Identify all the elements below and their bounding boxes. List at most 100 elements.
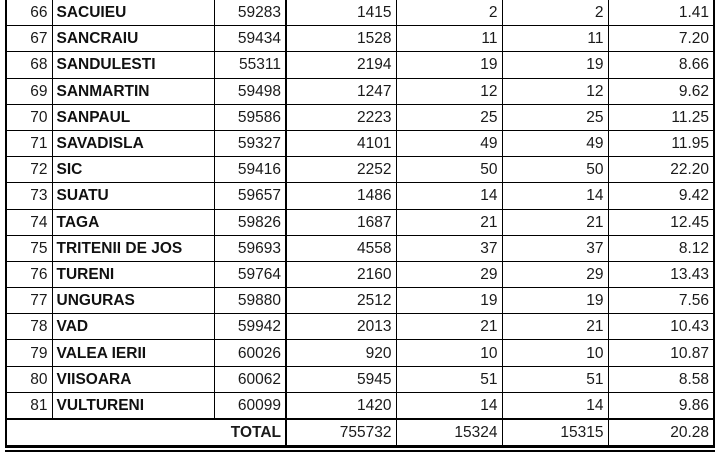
municipality-name: VIISOARA	[51, 365, 215, 393]
row-number: 79	[5, 339, 53, 367]
municipality-name: SAVADISLA	[51, 129, 215, 158]
siruta-code: 59327	[213, 129, 287, 158]
siruta-code: 59586	[213, 103, 287, 131]
value-col-2: 11	[395, 25, 503, 53]
municipality-name: SUATU	[51, 182, 215, 210]
value-col-3: 50	[501, 156, 609, 184]
row-number: 67	[5, 25, 53, 53]
value-col-1: 2223	[285, 103, 397, 131]
siruta-code: 60026	[213, 339, 287, 367]
table-row: 76 TURENI 59764 2160 29 29 13.43	[5, 260, 715, 289]
municipality-name: VULTURENI	[51, 391, 215, 420]
value-col-1: 2252	[285, 156, 397, 184]
row-number: 69	[5, 77, 53, 105]
municipality-name: SACUIEU	[51, 0, 215, 27]
value-col-3: 2	[501, 0, 609, 27]
value-col-1: 920	[285, 339, 397, 367]
value-col-1: 5945	[285, 365, 397, 393]
value-col-1: 1486	[285, 182, 397, 210]
siruta-code: 60099	[213, 391, 287, 420]
municipality-name: VALEA IERII	[51, 339, 215, 367]
row-number: 68	[5, 51, 53, 79]
value-col-3: 10	[501, 339, 609, 367]
value-col-4: 8.12	[607, 234, 715, 262]
total-c3: 15315	[501, 418, 609, 447]
siruta-code: 59416	[213, 156, 287, 184]
table-bottom-double-border	[5, 446, 715, 452]
value-col-2: 14	[395, 391, 503, 420]
siruta-code: 59434	[213, 25, 287, 53]
value-col-4: 8.58	[607, 365, 715, 393]
table-row: 68 SANDULESTI 55311 2194 19 19 8.66	[5, 51, 715, 79]
table-row: 75 TRITENII DE JOS 59693 4558 37 37 8.12	[5, 234, 715, 262]
value-col-2: 29	[395, 260, 503, 289]
value-col-3: 21	[501, 208, 609, 236]
row-number: 75	[5, 234, 53, 262]
municipality-name: SIC	[51, 156, 215, 184]
siruta-code: 59657	[213, 182, 287, 210]
value-col-3: 14	[501, 391, 609, 420]
value-col-4: 22.20	[607, 156, 715, 184]
table-row: 71 SAVADISLA 59327 4101 49 49 11.95	[5, 129, 715, 158]
value-col-3: 11	[501, 25, 609, 53]
municipality-name: TAGA	[51, 208, 215, 236]
value-col-2: 2	[395, 0, 503, 27]
row-number: 76	[5, 260, 53, 289]
value-col-2: 25	[395, 103, 503, 131]
row-number: 70	[5, 103, 53, 131]
siruta-code: 59693	[213, 234, 287, 262]
value-col-3: 19	[501, 51, 609, 79]
siruta-code: 59880	[213, 287, 287, 315]
value-col-2: 12	[395, 77, 503, 105]
total-c2: 15324	[395, 418, 503, 447]
table-row: 67 SANCRAIU 59434 1528 11 11 7.20	[5, 25, 715, 53]
value-col-3: 21	[501, 313, 609, 341]
data-table: 66 SACUIEU 59283 1415 2 2 1.41 67 SANCRAIU 59434 1…	[5, 0, 715, 447]
value-col-4: 11.25	[607, 103, 715, 131]
value-col-4: 1.41	[607, 0, 715, 27]
value-col-2: 50	[395, 156, 503, 184]
siruta-code: 59826	[213, 208, 287, 236]
siruta-code: 59942	[213, 313, 287, 341]
value-col-2: 21	[395, 313, 503, 341]
value-col-2: 37	[395, 234, 503, 262]
value-col-4: 13.43	[607, 260, 715, 289]
municipality-name: UNGURAS	[51, 287, 215, 315]
value-col-1: 4558	[285, 234, 397, 262]
siruta-code: 59764	[213, 260, 287, 289]
value-col-4: 11.95	[607, 129, 715, 158]
siruta-code: 60062	[213, 365, 287, 393]
value-col-4: 7.56	[607, 287, 715, 315]
table-row: 73 SUATU 59657 1486 14 14 9.42	[5, 182, 715, 210]
municipality-name: SANCRAIU	[51, 25, 215, 53]
value-col-2: 10	[395, 339, 503, 367]
value-col-4: 12.45	[607, 208, 715, 236]
value-col-1: 2160	[285, 260, 397, 289]
table-row: 74 TAGA 59826 1687 21 21 12.45	[5, 208, 715, 236]
value-col-3: 19	[501, 287, 609, 315]
row-number: 72	[5, 156, 53, 184]
value-col-2: 21	[395, 208, 503, 236]
value-col-1: 2512	[285, 287, 397, 315]
row-number: 66	[5, 0, 53, 27]
table-row: 79 VALEA IERII 60026 920 10 10 10.87	[5, 339, 715, 367]
value-col-1: 2194	[285, 51, 397, 79]
value-col-2: 49	[395, 129, 503, 158]
value-col-4: 10.43	[607, 313, 715, 341]
siruta-code: 59498	[213, 77, 287, 105]
value-col-4: 8.66	[607, 51, 715, 79]
value-col-3: 14	[501, 182, 609, 210]
value-col-3: 37	[501, 234, 609, 262]
municipality-name: SANPAUL	[51, 103, 215, 131]
row-number: 71	[5, 129, 53, 158]
value-col-3: 12	[501, 77, 609, 105]
value-col-2: 14	[395, 182, 503, 210]
municipality-name: TURENI	[51, 260, 215, 289]
value-col-1: 1687	[285, 208, 397, 236]
table-row: 69 SANMARTIN 59498 1247 12 12 9.62	[5, 77, 715, 105]
row-number: 78	[5, 313, 53, 341]
table-row: 66 SACUIEU 59283 1415 2 2 1.41	[5, 0, 715, 27]
total-c1: 755732	[285, 418, 397, 447]
table-row: 81 VULTURENI 60099 1420 14 14 9.86	[5, 391, 715, 420]
value-col-4: 10.87	[607, 339, 715, 367]
